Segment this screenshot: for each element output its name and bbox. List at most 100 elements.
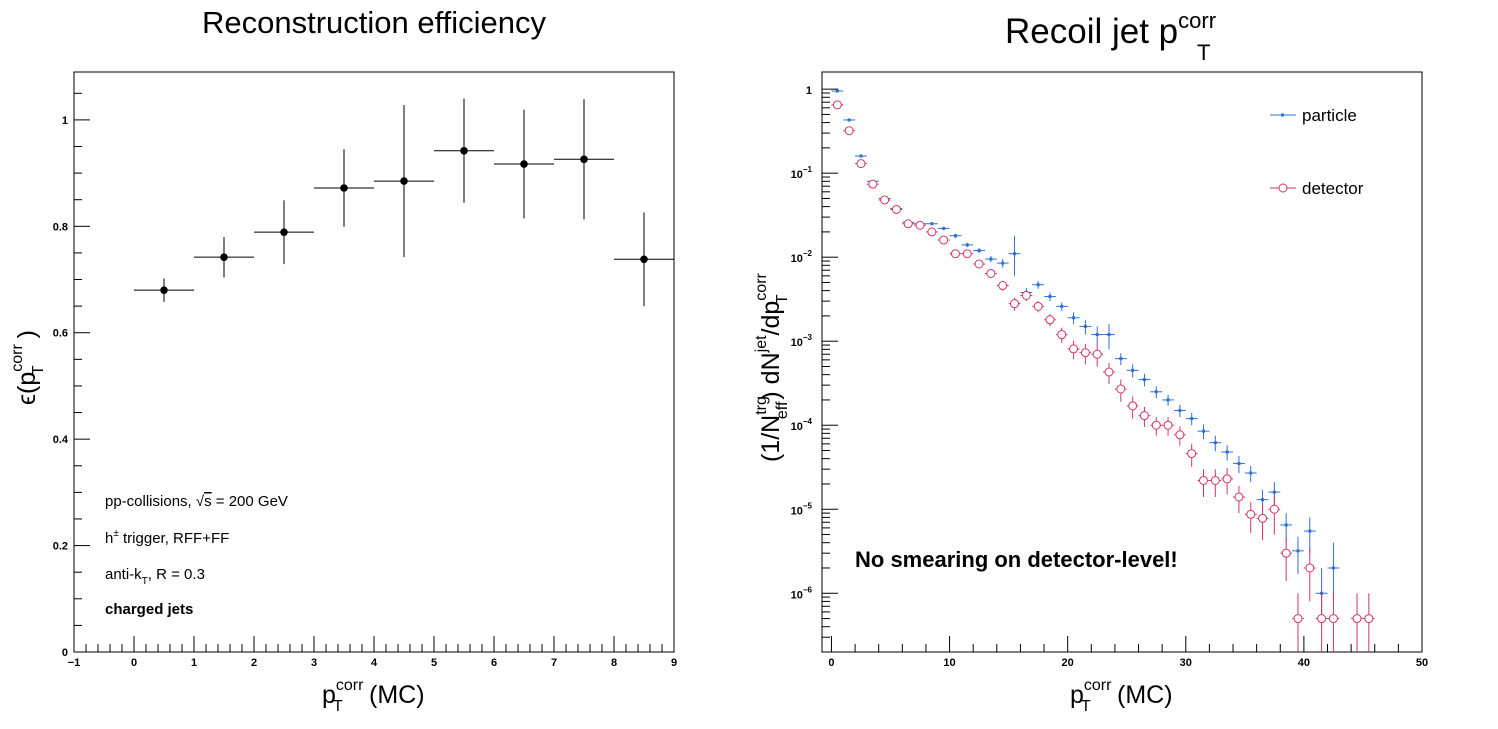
marker: [986, 268, 996, 278]
efficiency-point: [254, 200, 314, 265]
x-tick-label: 30: [1180, 657, 1192, 669]
marker: [1201, 429, 1205, 433]
efficiency-data-points: [134, 98, 674, 307]
marker: [1352, 614, 1362, 624]
marker: [280, 228, 288, 236]
recoil-data-points: [831, 89, 1375, 652]
particle-point: [1044, 292, 1056, 302]
marker: [340, 184, 348, 192]
marker: [1154, 390, 1158, 394]
detector-point: [1138, 406, 1151, 428]
marker: [1296, 549, 1300, 553]
detector-point: [1209, 469, 1222, 497]
marker: [1080, 348, 1090, 358]
particle-point: [996, 259, 1009, 268]
marker: [930, 222, 934, 226]
annotation-charged-jets: charged jets: [105, 601, 193, 618]
particle-point: [1303, 517, 1316, 554]
marker: [1225, 450, 1229, 454]
detector-point: [949, 249, 962, 259]
legend-entry-detector: detector: [1270, 179, 1364, 198]
detector-point: [937, 235, 950, 245]
marker: [1092, 349, 1102, 359]
marker: [1083, 324, 1087, 328]
marker: [1131, 368, 1135, 372]
marker: [1166, 398, 1170, 402]
marker: [1269, 504, 1279, 514]
efficiency-point: [134, 278, 194, 302]
y-tick-label: 10−4: [791, 417, 813, 433]
marker: [1048, 295, 1052, 299]
marker: [1258, 513, 1268, 523]
y-tick-label: 10−2: [791, 249, 813, 265]
recoil-y-axis-label: (1/Ntrg eff) dNjet/dpcorr T: [753, 272, 791, 462]
marker: [580, 155, 588, 164]
marker: [974, 259, 984, 269]
marker: [1151, 420, 1161, 430]
detector-point: [1268, 494, 1281, 535]
marker: [220, 253, 228, 261]
y-tick-label: 1: [806, 85, 812, 97]
particle-point: [1185, 412, 1198, 426]
detector-point: [1079, 343, 1092, 365]
particle-point: [973, 248, 985, 254]
marker: [953, 234, 957, 238]
detector-point: [831, 100, 844, 110]
efficiency-panel: Reconstruction efficiency −1 0 1 2 3 4 5 6 7 8 900…: [9, 5, 677, 715]
detector-point: [1067, 340, 1080, 360]
marker: [915, 220, 925, 230]
detector-point: [1114, 379, 1127, 402]
detector-point: [1091, 345, 1104, 367]
particle-point: [1197, 424, 1210, 440]
no-smearing-note: No smearing on detector-level!: [855, 547, 1178, 572]
particle-point: [1114, 353, 1127, 366]
detector-point: [1327, 593, 1340, 652]
x-tick-label: 4: [371, 657, 378, 669]
legend: particle detector: [1270, 106, 1364, 198]
detector-point: [1150, 417, 1163, 436]
detector-point: [878, 195, 891, 205]
marker: [1331, 566, 1335, 570]
marker: [1139, 411, 1149, 421]
marker: [1163, 420, 1173, 430]
detector-point: [855, 159, 867, 169]
detector-point: [961, 249, 974, 259]
marker: [844, 126, 854, 136]
detector-point: [1126, 396, 1139, 419]
x-tick-label: 5: [431, 657, 437, 669]
detector-point: [902, 219, 915, 229]
detector-point: [1008, 297, 1021, 311]
marker: [1210, 475, 1220, 485]
particle-point: [1079, 319, 1092, 335]
y-tick-label: 0.8: [53, 221, 68, 233]
svg-text:particle: particle: [1302, 106, 1357, 125]
y-tick-label: 0: [62, 647, 68, 659]
efficiency-x-axis-label: pcorr T (MC): [322, 677, 425, 715]
efficiency-point: [554, 99, 614, 220]
x-tick-label: 0: [828, 657, 834, 669]
particle-point: [1209, 435, 1222, 452]
detector-point: [1173, 426, 1186, 446]
detector-point: [866, 179, 879, 189]
particle-point: [1126, 364, 1139, 378]
particle-point: [1138, 373, 1151, 387]
x-tick-label: 40: [1298, 657, 1310, 669]
x-tick-label: 9: [671, 657, 677, 669]
marker: [1107, 333, 1111, 337]
marker: [977, 249, 981, 253]
marker: [1234, 492, 1244, 502]
marker: [1033, 301, 1043, 311]
marker: [859, 154, 863, 158]
detector-point: [925, 227, 938, 237]
marker: [1328, 614, 1338, 624]
marker: [847, 118, 851, 122]
marker: [1284, 523, 1288, 527]
particle-point: [1091, 326, 1104, 346]
x-tick-label: 2: [251, 657, 257, 669]
detector-point: [1221, 467, 1234, 495]
x-tick-label: 6: [491, 657, 497, 669]
marker: [1213, 441, 1217, 445]
recoil-plot-frame: [821, 71, 1423, 653]
particle-point: [1103, 324, 1115, 350]
x-tick-label: 0: [131, 657, 137, 669]
